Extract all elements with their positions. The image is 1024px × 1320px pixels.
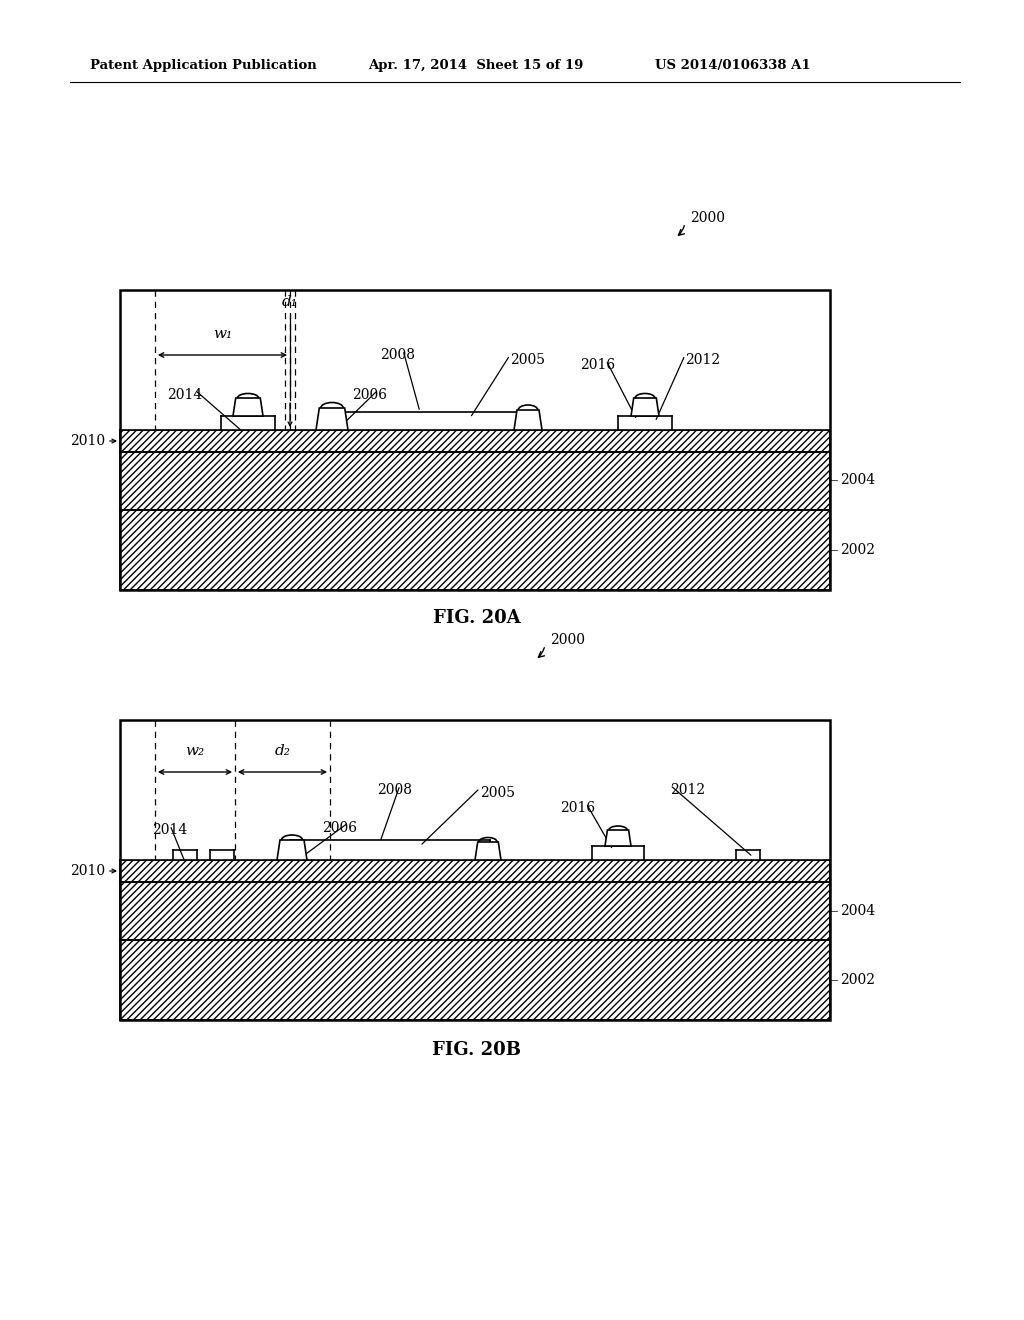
Bar — [592, 846, 644, 861]
Text: 2014: 2014 — [153, 822, 187, 837]
Text: 2014: 2014 — [167, 388, 203, 403]
Bar — [330, 412, 530, 430]
Text: 2002: 2002 — [840, 543, 874, 557]
Text: 2008: 2008 — [378, 783, 413, 797]
Text: 2012: 2012 — [670, 783, 706, 797]
Bar — [736, 850, 760, 861]
Text: 2005: 2005 — [510, 352, 545, 367]
Text: 2010: 2010 — [70, 434, 105, 447]
Text: w₁: w₁ — [213, 327, 232, 341]
Text: FIG. 20A: FIG. 20A — [433, 609, 521, 627]
Polygon shape — [278, 840, 307, 861]
Polygon shape — [233, 399, 263, 416]
Text: Patent Application Publication: Patent Application Publication — [90, 58, 316, 71]
Text: 2010: 2010 — [70, 865, 105, 878]
Bar — [173, 850, 197, 861]
Bar — [120, 290, 830, 430]
Text: 2000: 2000 — [550, 634, 585, 647]
Polygon shape — [475, 842, 501, 861]
Bar — [618, 416, 672, 430]
Text: 2005: 2005 — [480, 785, 515, 800]
Bar — [120, 940, 830, 1020]
Text: FIG. 20B: FIG. 20B — [432, 1041, 521, 1059]
Text: 2004: 2004 — [840, 473, 876, 487]
Text: 2016: 2016 — [560, 801, 596, 814]
Text: 2006: 2006 — [352, 388, 387, 403]
Bar — [210, 850, 234, 861]
Text: Apr. 17, 2014  Sheet 15 of 19: Apr. 17, 2014 Sheet 15 of 19 — [368, 58, 584, 71]
Bar — [120, 290, 830, 590]
Polygon shape — [605, 830, 631, 846]
Bar — [120, 719, 830, 1020]
Bar — [120, 451, 830, 510]
Bar — [120, 861, 830, 882]
Text: 2016: 2016 — [581, 358, 615, 372]
Text: 2002: 2002 — [840, 973, 874, 987]
Bar — [120, 719, 830, 861]
Text: 2004: 2004 — [840, 904, 876, 917]
Text: 2000: 2000 — [690, 211, 725, 224]
Text: US 2014/0106338 A1: US 2014/0106338 A1 — [655, 58, 811, 71]
Text: 2008: 2008 — [381, 348, 416, 362]
Text: d₂: d₂ — [274, 744, 291, 758]
Text: w₂: w₂ — [185, 744, 205, 758]
Bar — [120, 510, 830, 590]
Polygon shape — [514, 411, 542, 430]
Bar — [120, 430, 830, 451]
Bar — [120, 882, 830, 940]
Bar — [221, 416, 275, 430]
Polygon shape — [316, 408, 348, 430]
Text: 2012: 2012 — [685, 352, 720, 367]
Text: d₁: d₁ — [282, 294, 298, 309]
Bar — [290, 840, 490, 861]
Text: 2006: 2006 — [323, 821, 357, 836]
Polygon shape — [631, 399, 659, 416]
